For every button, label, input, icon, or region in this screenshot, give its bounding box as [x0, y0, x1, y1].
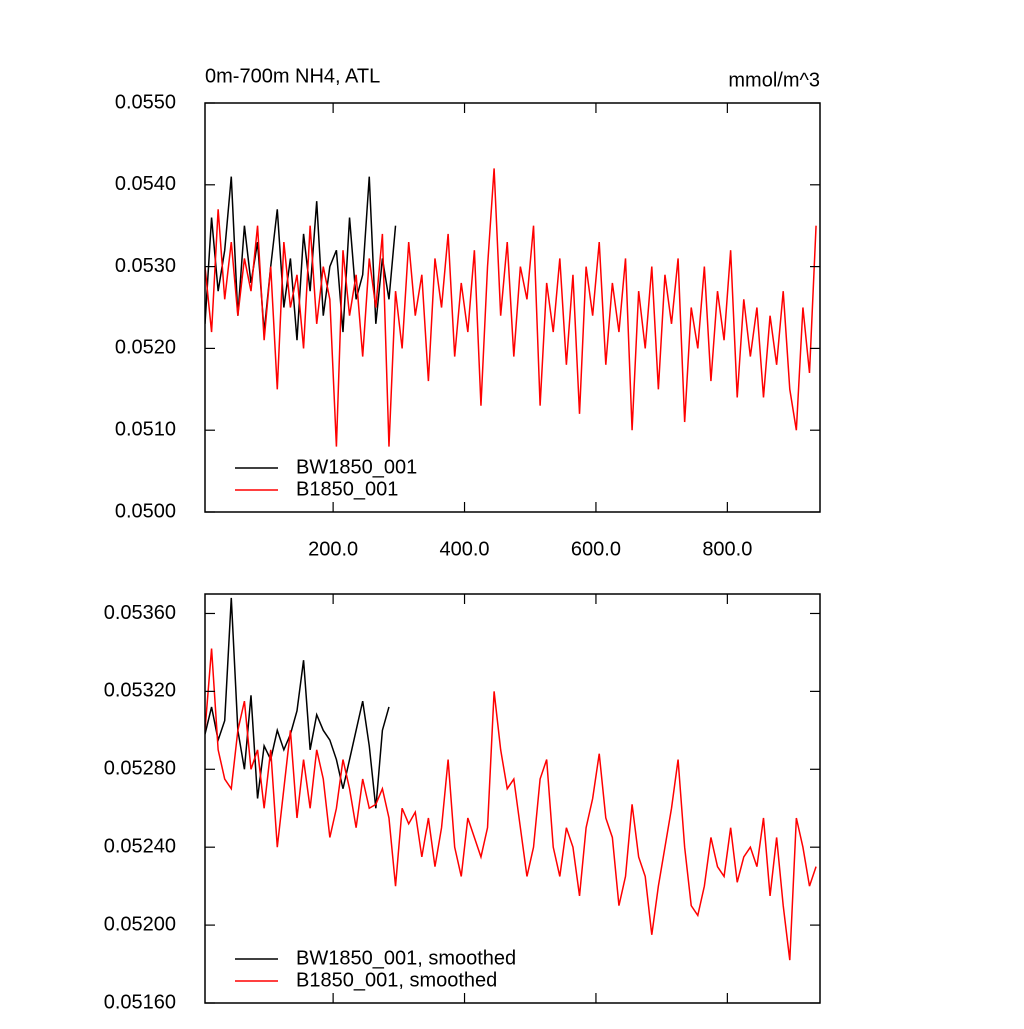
x-tick-label: 200.0	[308, 538, 358, 560]
chart-title: 0m-700m NH4, ATL	[205, 65, 380, 87]
plot-frame	[204, 593, 821, 1004]
legend-label: B1850_001, smoothed	[296, 969, 497, 991]
y-tick-label: 0.0520	[115, 337, 176, 359]
x-tick-label: 400.0	[440, 538, 490, 560]
plot	[205, 168, 817, 447]
y-tick-label: 0.05240	[104, 835, 176, 857]
y-tick-label: 0.05280	[104, 758, 176, 780]
x-tick-label: 600.0	[571, 538, 621, 560]
plot	[205, 597, 817, 961]
legend-label: B1850_001	[296, 478, 398, 500]
y-tick-label: 0.0500	[115, 500, 176, 522]
y-tick-label: 0.0510	[115, 418, 176, 440]
axes: 0.05160 0.05200 0.05240 0.05280 0.05320 0.053…	[104, 593, 821, 1013]
y-tick-label: 0.0550	[115, 91, 176, 113]
units-label: mmol/m^3	[728, 69, 820, 91]
axes: 0.0500 0.0510 0.0520 0.0530 0.0540 0.0550 200.…	[115, 91, 821, 560]
series-line	[205, 648, 817, 961]
legend-label: BW1850_001, smoothed	[296, 947, 516, 969]
y-tick-label: 0.05360	[104, 602, 176, 624]
series-line	[205, 168, 817, 447]
y-tick-label: 0.05320	[104, 680, 176, 702]
legend-label: BW1850_001	[296, 456, 417, 478]
series-line	[205, 176, 397, 341]
series-line	[205, 597, 390, 809]
x-tick-label: 800.0	[702, 538, 752, 560]
y-tick-label: 0.0540	[115, 173, 176, 195]
plot-frame	[204, 102, 821, 513]
y-tick-label: 0.05160	[104, 991, 176, 1013]
y-tick-label: 0.05200	[104, 913, 176, 935]
y-tick-label: 0.0530	[115, 255, 176, 277]
